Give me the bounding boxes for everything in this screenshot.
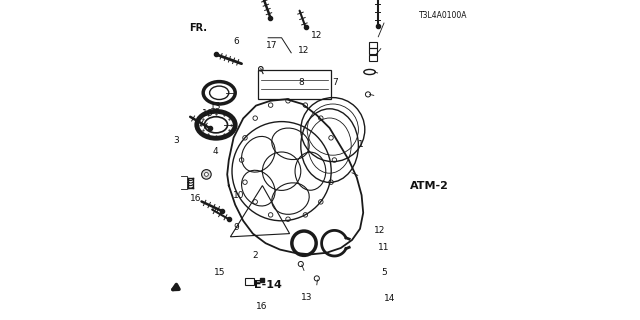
Text: 12: 12 [298,46,310,55]
Text: 9: 9 [233,223,239,232]
Text: 6: 6 [234,37,239,46]
Text: 5: 5 [381,268,387,277]
Text: 2: 2 [252,252,258,260]
Text: FR.: FR. [189,23,207,33]
Text: 15: 15 [214,268,226,277]
Bar [369,42,376,48]
Text: 7: 7 [333,78,338,87]
Text: 14: 14 [384,294,396,303]
Text: 3: 3 [173,136,179,145]
Text: 16: 16 [190,194,202,203]
Bar [245,278,255,285]
Text: 16: 16 [256,302,268,311]
Text: 12: 12 [374,226,385,235]
Circle shape [205,172,209,176]
Text: 11: 11 [378,243,389,252]
Text: T3L4A0100A: T3L4A0100A [419,11,467,20]
Bar [369,48,376,54]
Text: 17: 17 [266,41,277,50]
Text: E-14: E-14 [254,280,282,291]
Bar [258,70,332,99]
Text: 8: 8 [298,78,303,87]
Text: ATM-2: ATM-2 [410,180,449,191]
Bar [369,55,376,60]
Text: 16: 16 [202,109,214,118]
Text: 4: 4 [212,147,218,156]
Text: 13: 13 [301,293,312,302]
Circle shape [202,170,211,179]
Text: 12: 12 [311,31,323,40]
Text: 10: 10 [233,191,244,200]
Text: 13: 13 [210,102,221,111]
Text: 1: 1 [358,140,364,149]
